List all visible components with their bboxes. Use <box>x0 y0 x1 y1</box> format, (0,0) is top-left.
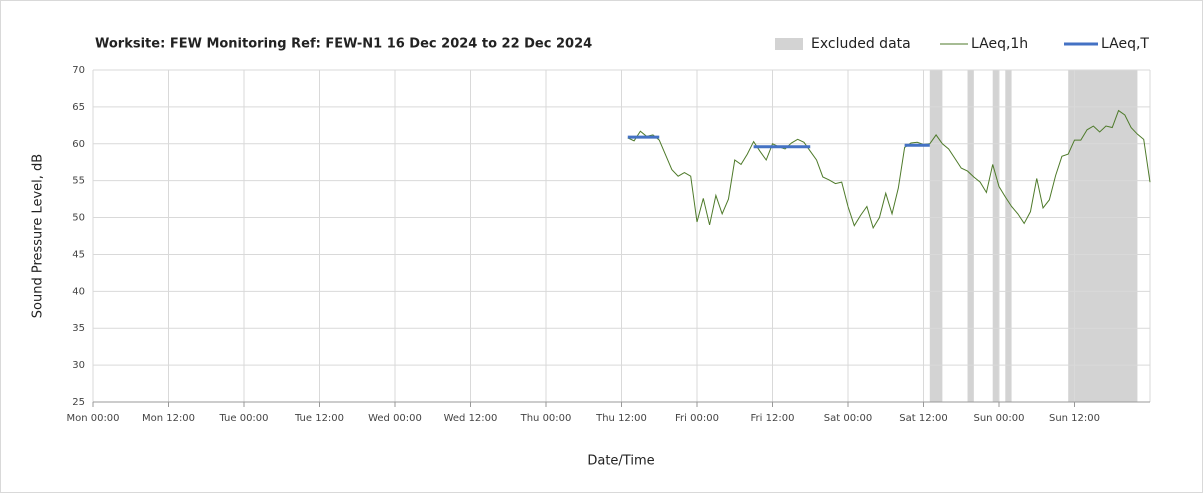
excluded-band <box>992 70 999 402</box>
y-tick-label: 45 <box>72 249 85 260</box>
x-tick-label: Thu 12:00 <box>595 413 647 424</box>
excluded-band <box>1068 70 1138 402</box>
x-tick-label: Fri 12:00 <box>751 413 795 424</box>
x-tick-label: Tue 12:00 <box>294 413 344 424</box>
legend-label: Excluded data <box>811 36 911 52</box>
y-tick-label: 70 <box>72 65 85 76</box>
y-tick-label: 55 <box>72 176 85 187</box>
x-tick-label: Fri 00:00 <box>675 413 719 424</box>
data-line <box>627 109 1151 230</box>
x-tick-label: Sat 12:00 <box>899 413 947 424</box>
x-tick-label: Wed 12:00 <box>444 413 498 424</box>
y-tick-label: 25 <box>72 397 85 408</box>
excluded-band <box>967 70 974 402</box>
y-tick-label: 65 <box>72 102 85 113</box>
chart-title: Worksite: FEW Monitoring Ref: FEW-N1 16 … <box>95 37 592 52</box>
legend-label: LAeq,T <box>1101 36 1149 52</box>
legend-label: LAeq,1h <box>971 36 1028 52</box>
y-tick-label: 40 <box>72 286 85 297</box>
x-tick-label: Sun 12:00 <box>1049 413 1100 424</box>
x-tick-label: Sun 00:00 <box>973 413 1024 424</box>
legend-swatch <box>775 38 803 50</box>
excluded-band <box>929 70 943 402</box>
x-axis-label: Date/Time <box>587 454 654 469</box>
x-tick-label: Thu 00:00 <box>520 413 572 424</box>
x-tick-label: Tue 00:00 <box>218 413 268 424</box>
x-tick-label: Wed 00:00 <box>368 413 422 424</box>
x-tick-label: Mon 00:00 <box>66 413 119 424</box>
x-tick-label: Sat 00:00 <box>824 413 872 424</box>
y-axis-label: Sound Pressure Level, dB <box>31 154 46 318</box>
excluded-band <box>1005 70 1012 402</box>
y-tick-label: 30 <box>72 360 85 371</box>
y-tick-label: 35 <box>72 323 85 334</box>
y-tick-label: 50 <box>72 213 85 224</box>
y-tick-label: 60 <box>72 139 85 150</box>
x-tick-label: Mon 12:00 <box>142 413 195 424</box>
